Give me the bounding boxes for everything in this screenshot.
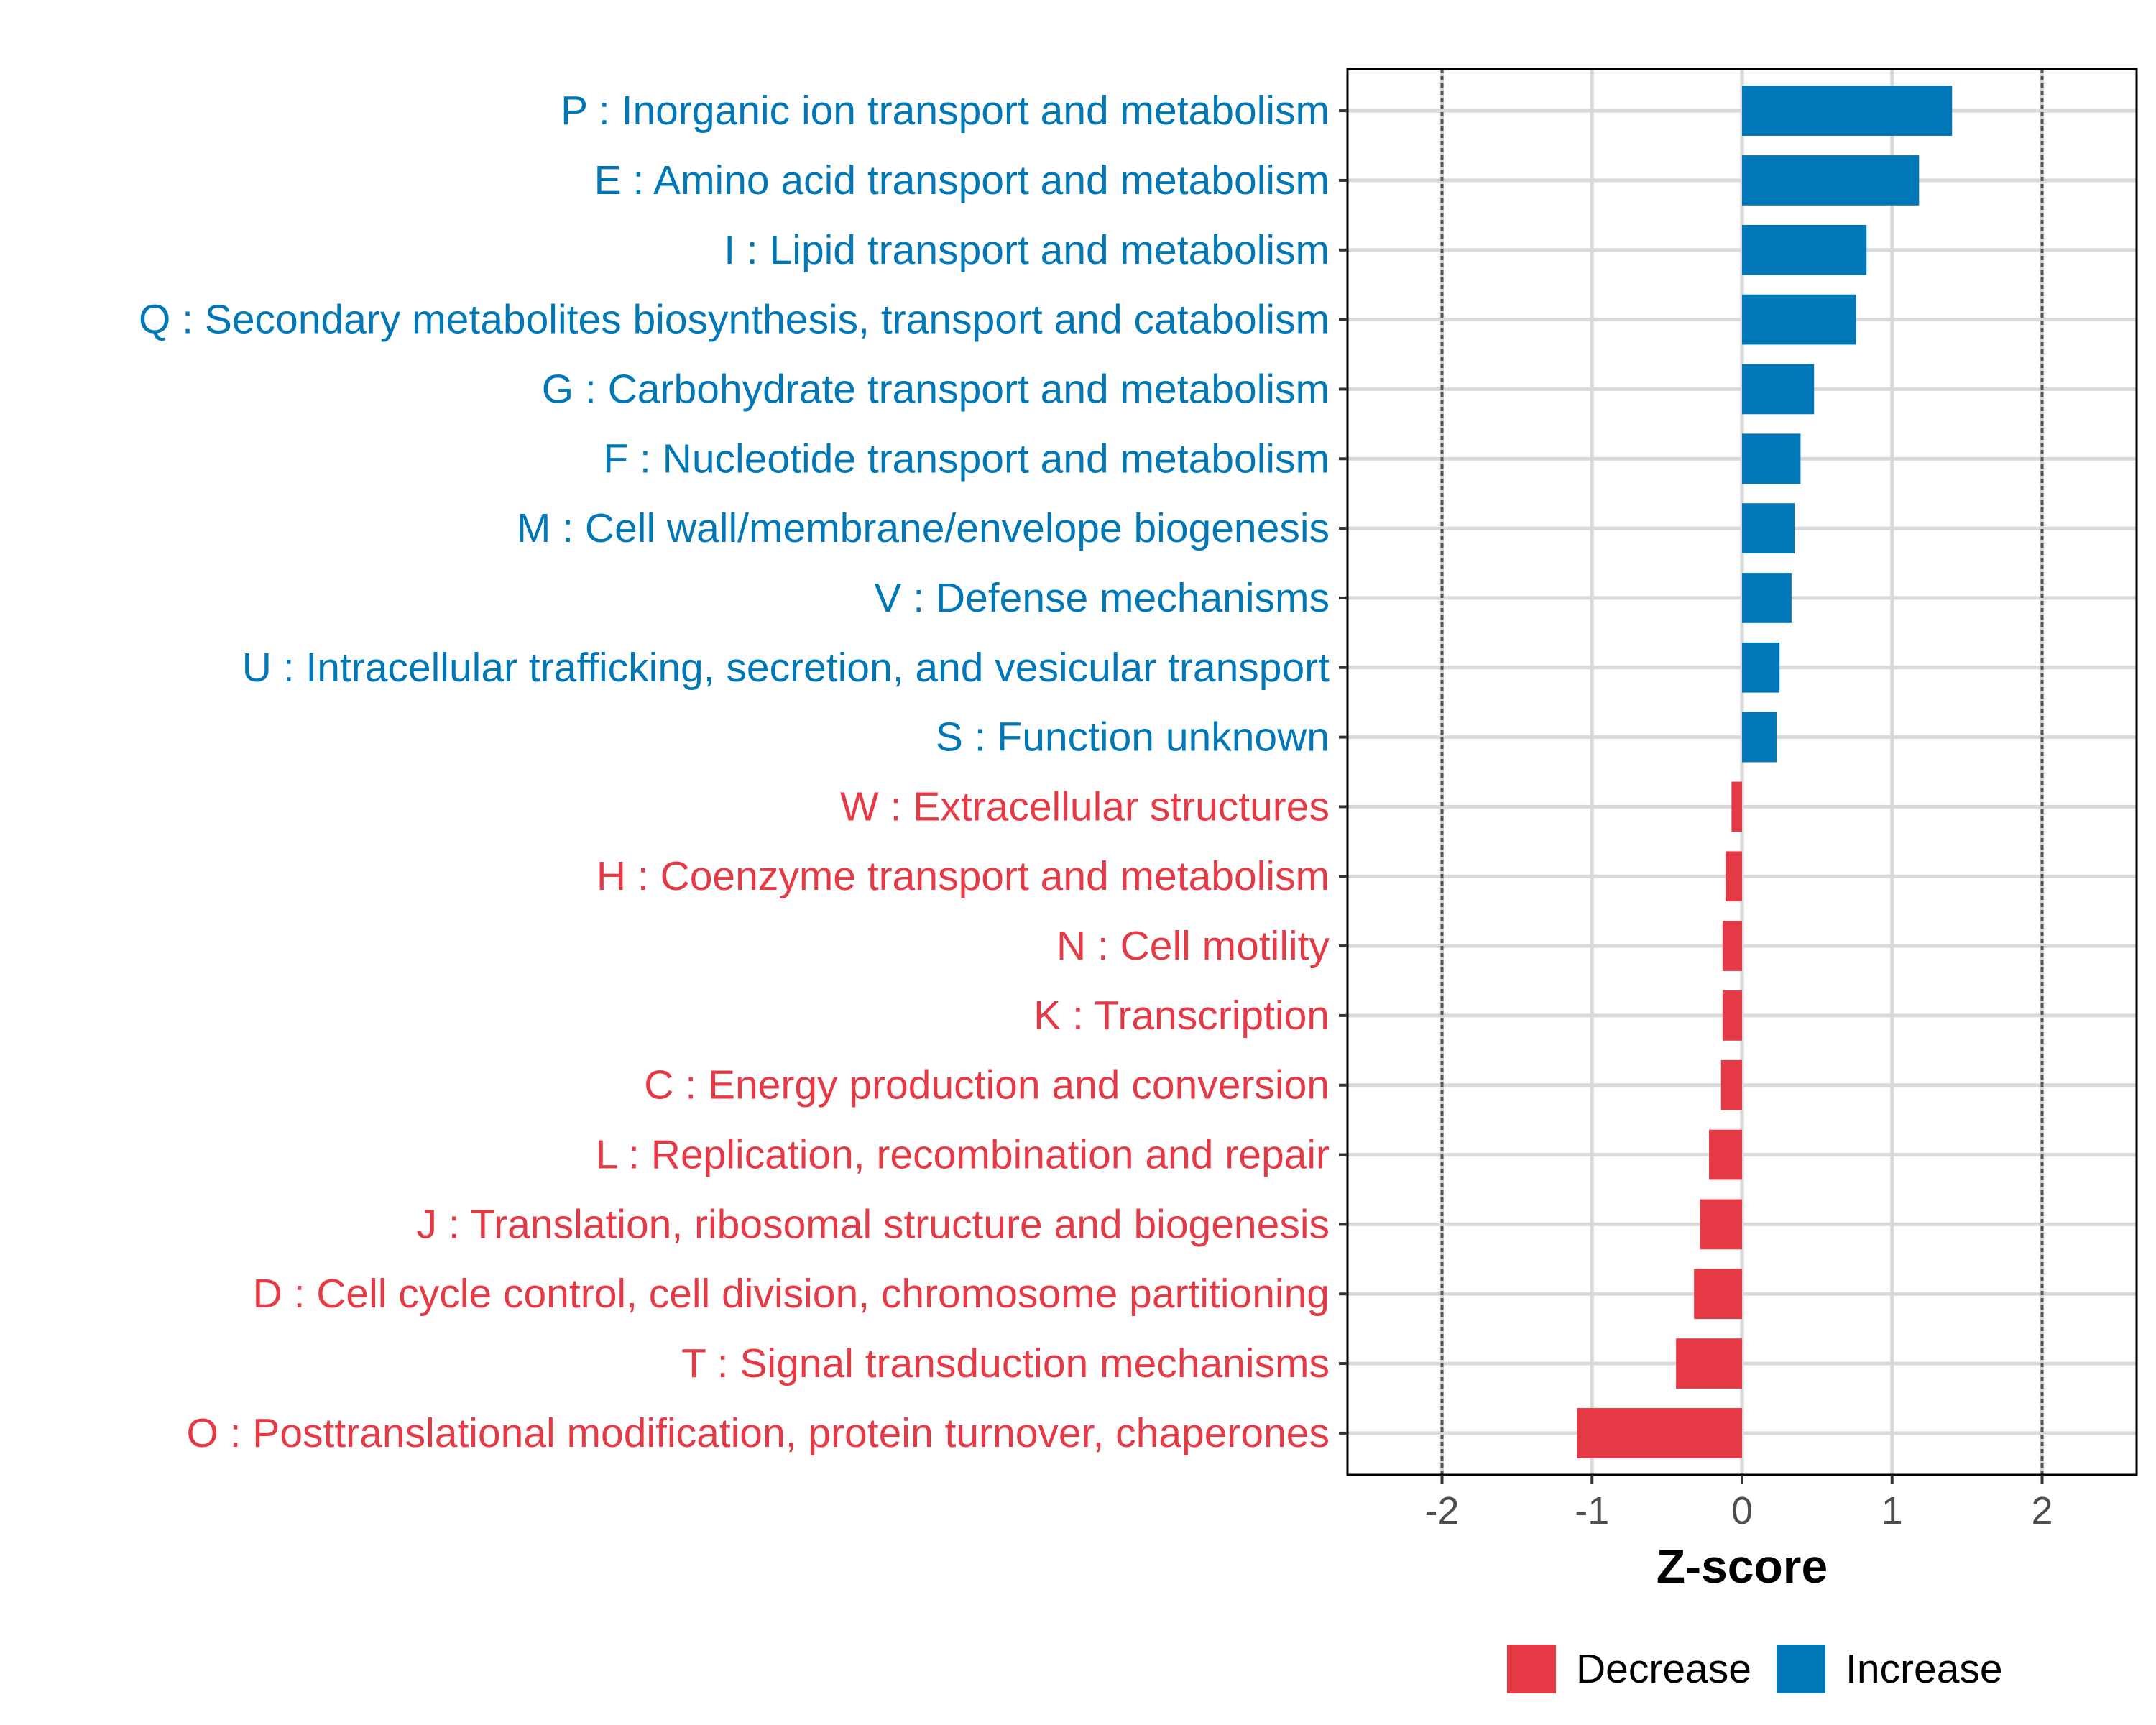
x-tick-label: -2 (1425, 1489, 1460, 1532)
bar (1742, 712, 1777, 763)
bar (1742, 573, 1792, 623)
reference-lines (1440, 69, 2044, 1475)
category-label: V : Defense mechanisms (874, 575, 1330, 621)
bar (1700, 1199, 1742, 1250)
category-label: D : Cell cycle control, cell division, c… (253, 1271, 1330, 1317)
bar (1742, 433, 1801, 484)
x-axis-ticks: -2 -1 0 1 2 (1425, 1475, 2053, 1532)
legend-swatch (1777, 1644, 1825, 1693)
category-label: T : Signal transduction mechanisms (681, 1340, 1330, 1386)
y-axis-labels: P : Inorganic ion transport and metaboli… (139, 88, 1330, 1456)
category-label: Q : Secondary metabolites biosynthesis, … (139, 297, 1330, 343)
legend-label: Increase (1846, 1646, 2003, 1692)
grid-layer (1348, 69, 2137, 1475)
bar (1722, 990, 1742, 1041)
x-axis-title: Z-score (1657, 1540, 1828, 1593)
bar (1742, 86, 1953, 136)
category-label: J : Translation, ribosomal structure and… (417, 1201, 1330, 1247)
x-tick-label: 1 (1881, 1489, 1903, 1532)
y-axis-ticks (1339, 109, 1348, 1435)
x-tick-label: 2 (2031, 1489, 2053, 1532)
category-label: C : Energy production and conversion (644, 1062, 1330, 1108)
bar (1742, 503, 1795, 553)
category-label: O : Posttranslational modification, prot… (186, 1410, 1330, 1456)
category-label: M : Cell wall/membrane/envelope biogenes… (517, 505, 1330, 551)
bar (1726, 851, 1742, 902)
bar (1742, 224, 1867, 275)
category-label: K : Transcription (1033, 993, 1330, 1039)
legend-item-decrease: Decrease (1507, 1644, 1751, 1693)
bar (1676, 1338, 1742, 1389)
legend-item-increase: Increase (1777, 1644, 2003, 1693)
legend: Decrease Increase (1507, 1644, 2003, 1693)
bar (1722, 921, 1742, 971)
category-label: H : Coenzyme transport and metabolism (596, 853, 1330, 899)
category-label: U : Intracellular trafficking, secretion… (242, 645, 1330, 691)
category-label: F : Nucleotide transport and metabolism (603, 436, 1330, 482)
bar (1742, 642, 1780, 693)
bar (1720, 1059, 1742, 1110)
category-label: N : Cell motility (1056, 923, 1330, 969)
bar (1742, 364, 1815, 415)
category-label: E : Amino acid transport and metabolism (594, 157, 1330, 203)
bar (1742, 294, 1856, 345)
category-label: W : Extracellular structures (840, 783, 1330, 829)
bar (1731, 781, 1742, 832)
category-label: L : Replication, recombination and repai… (596, 1132, 1330, 1178)
legend-label: Decrease (1576, 1646, 1751, 1692)
category-label: P : Inorganic ion transport and metaboli… (561, 88, 1330, 134)
bar (1694, 1269, 1742, 1320)
category-label: S : Function unknown (936, 714, 1330, 760)
category-label: I : Lipid transport and metabolism (724, 227, 1330, 273)
category-label: G : Carbohydrate transport and metabolis… (542, 366, 1330, 412)
bar (1709, 1129, 1742, 1180)
bar (1577, 1408, 1742, 1458)
x-tick-label: 0 (1731, 1489, 1753, 1532)
x-tick-label: -1 (1575, 1489, 1609, 1532)
bars-layer (1577, 86, 1953, 1458)
bar (1742, 155, 1920, 206)
legend-swatch (1507, 1644, 1556, 1693)
